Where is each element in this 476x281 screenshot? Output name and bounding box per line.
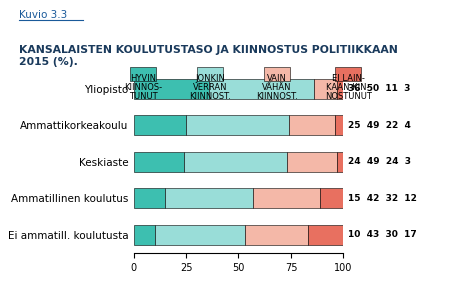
Bar	[313, 79, 337, 99]
Text: 10  43  30  17: 10 43 30 17	[347, 230, 416, 239]
Bar	[288, 115, 334, 135]
Bar	[337, 151, 343, 172]
Text: KIINNOST.: KIINNOST.	[255, 92, 297, 101]
Bar	[165, 188, 253, 208]
Bar	[320, 188, 345, 208]
Text: NOSTUNUT: NOSTUNUT	[324, 92, 371, 101]
Text: HYVIN: HYVIN	[130, 74, 156, 83]
Text: KIINNOS-: KIINNOS-	[124, 83, 162, 92]
Bar	[133, 151, 184, 172]
Text: KANSALAISTEN KOULUTUSTASO JA KIINNOSTUS POLITIIKKAAN
2015 (%).: KANSALAISTEN KOULUTUSTASO JA KIINNOSTUS …	[19, 45, 397, 67]
Text: 36  50  11  3: 36 50 11 3	[347, 84, 409, 93]
Text: VÄHÄN: VÄHÄN	[261, 83, 291, 92]
Bar	[253, 188, 320, 208]
Bar	[133, 225, 154, 244]
Bar	[184, 151, 286, 172]
Bar	[334, 115, 343, 135]
Bar	[133, 79, 208, 99]
Text: KAAN KIN-: KAAN KIN-	[326, 83, 369, 92]
Bar	[154, 225, 244, 244]
Text: KIINNOST.: KIINNOST.	[188, 92, 230, 101]
Text: TUNUT: TUNUT	[129, 92, 157, 101]
Bar	[133, 188, 165, 208]
Bar	[244, 225, 307, 244]
Text: EI LAIN-: EI LAIN-	[331, 74, 364, 83]
Bar	[208, 79, 313, 99]
Bar	[133, 115, 186, 135]
Bar	[286, 151, 337, 172]
Bar	[337, 79, 343, 99]
Bar	[186, 115, 288, 135]
Bar	[307, 225, 343, 244]
Text: Kuvio 3.3: Kuvio 3.3	[19, 10, 67, 20]
Text: JONKIN: JONKIN	[195, 74, 224, 83]
Text: VAIN: VAIN	[266, 74, 286, 83]
Text: 25  49  22  4: 25 49 22 4	[347, 121, 410, 130]
Text: 15  42  32  12: 15 42 32 12	[347, 194, 416, 203]
Text: VERRAN: VERRAN	[192, 83, 227, 92]
Text: 24  49  24  3: 24 49 24 3	[347, 157, 410, 166]
